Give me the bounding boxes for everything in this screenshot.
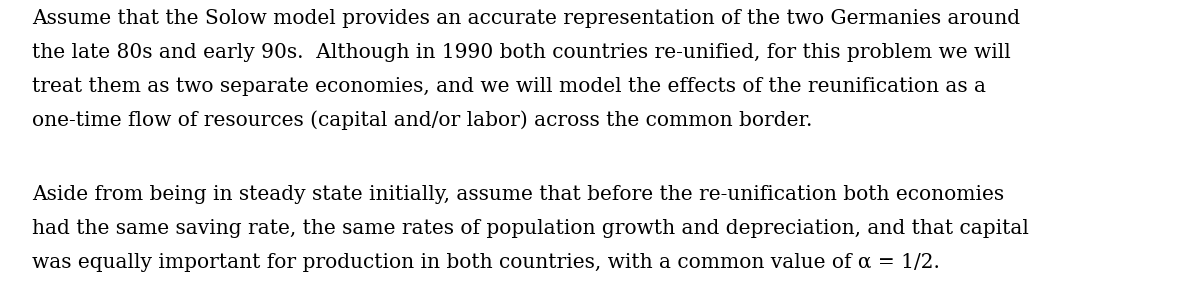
Text: Aside from being in steady state initially, assume that before the re-unificatio: Aside from being in steady state initial… [32, 185, 1004, 204]
Text: had the same saving rate, the same rates of population growth and depreciation, : had the same saving rate, the same rates… [32, 219, 1030, 238]
Text: treat them as two separate economies, and we will model the effects of the reuni: treat them as two separate economies, an… [32, 77, 986, 96]
Text: was equally important for production in both countries, with a common value of α: was equally important for production in … [32, 253, 941, 272]
Text: the late 80s and early 90s.  Although in 1990 both countries re-unified, for thi: the late 80s and early 90s. Although in … [32, 43, 1012, 62]
Text: one-time flow of resources (capital and/or labor) across the common border.: one-time flow of resources (capital and/… [32, 111, 812, 130]
Text: Assume that the Solow model provides an accurate representation of the two Germa: Assume that the Solow model provides an … [32, 9, 1020, 28]
